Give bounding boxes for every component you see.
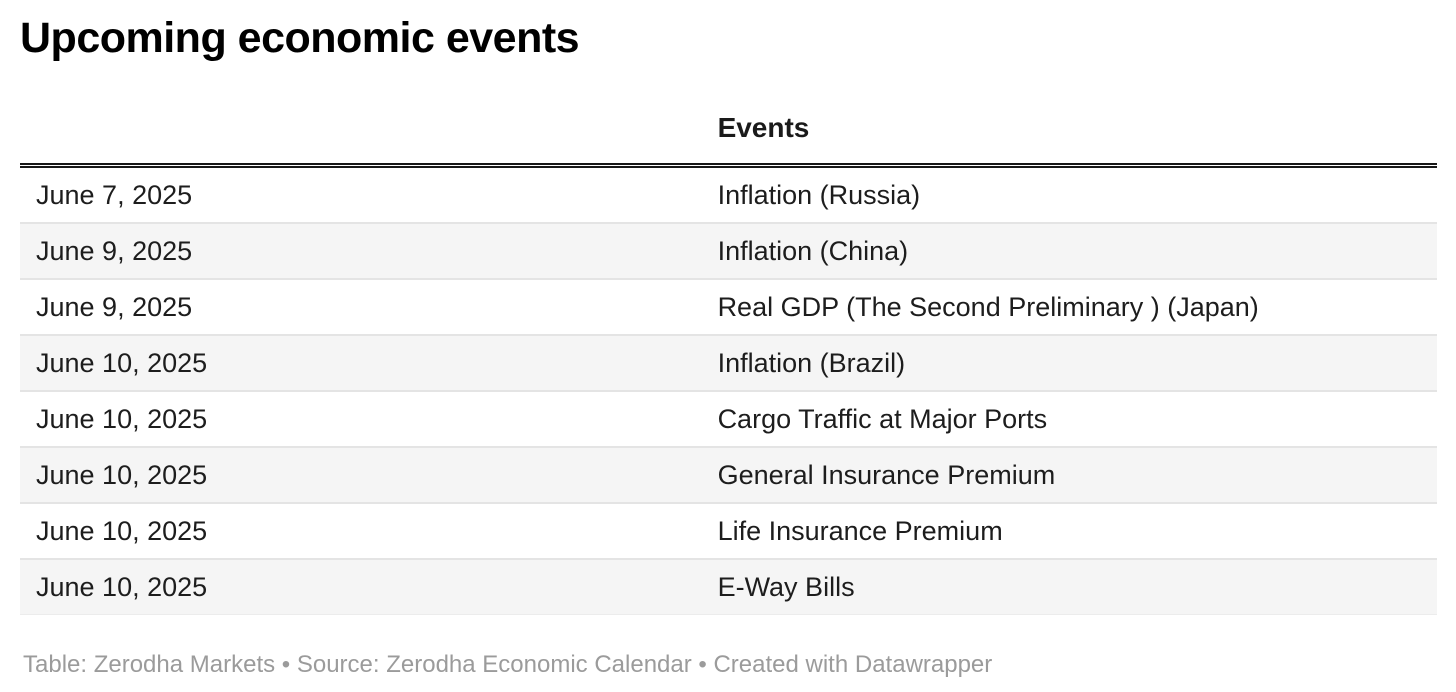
economic-events-table: Events June 7, 2025 Inflation (Russia) J… bbox=[20, 106, 1437, 615]
event-cell: Cargo Traffic at Major Ports bbox=[701, 390, 1437, 447]
column-header-date bbox=[20, 106, 702, 168]
date-cell: June 9, 2025 bbox=[20, 222, 702, 279]
event-cell: General Insurance Premium bbox=[701, 446, 1437, 503]
date-cell: June 10, 2025 bbox=[20, 334, 702, 391]
table-row: June 9, 2025 Inflation (China) bbox=[20, 222, 1437, 279]
event-cell: Inflation (Russia) bbox=[717, 180, 921, 210]
date-cell: June 10, 2025 bbox=[20, 390, 702, 447]
event-cell: E-Way Bills bbox=[701, 558, 1437, 615]
page-title: Upcoming economic events bbox=[20, 14, 580, 62]
table-row: June 9, 2025 Real GDP (The Second Prelim… bbox=[20, 278, 1437, 335]
event-cell: Real GDP (The Second Preliminary ) (Japa… bbox=[701, 278, 1437, 335]
date-cell: June 10, 2025 bbox=[20, 446, 702, 503]
table-body: June 7, 2025 Inflation (Russia) June 9, … bbox=[20, 166, 1437, 615]
date-cell: June 7, 2025 bbox=[36, 180, 193, 210]
date-cell: June 10, 2025 bbox=[20, 558, 702, 615]
event-cell: Life Insurance Premium bbox=[701, 502, 1437, 559]
attribution-footer: Table: Zerodha Markets • Source: Zerodha… bbox=[23, 651, 993, 678]
event-cell: Inflation (Brazil) bbox=[701, 334, 1437, 391]
date-cell: June 9, 2025 bbox=[20, 278, 702, 335]
table-row: June 10, 2025 Inflation (Brazil) bbox=[20, 334, 1437, 391]
table-header: Events bbox=[20, 106, 1437, 168]
table-row: June 10, 2025 E-Way Bills bbox=[20, 558, 1437, 615]
table-row: June 7, 2025 Inflation (Russia) bbox=[20, 166, 1437, 224]
table-row: June 10, 2025 General Insurance Premium bbox=[20, 446, 1437, 503]
column-header-events: Events bbox=[701, 106, 1437, 168]
table-row: June 10, 2025 Cargo Traffic at Major Por… bbox=[20, 390, 1437, 447]
event-cell: Inflation (China) bbox=[701, 222, 1437, 279]
table-row: June 10, 2025 Life Insurance Premium bbox=[20, 502, 1437, 559]
table-header-row: Events bbox=[20, 106, 1437, 168]
date-cell: June 10, 2025 bbox=[20, 502, 702, 559]
